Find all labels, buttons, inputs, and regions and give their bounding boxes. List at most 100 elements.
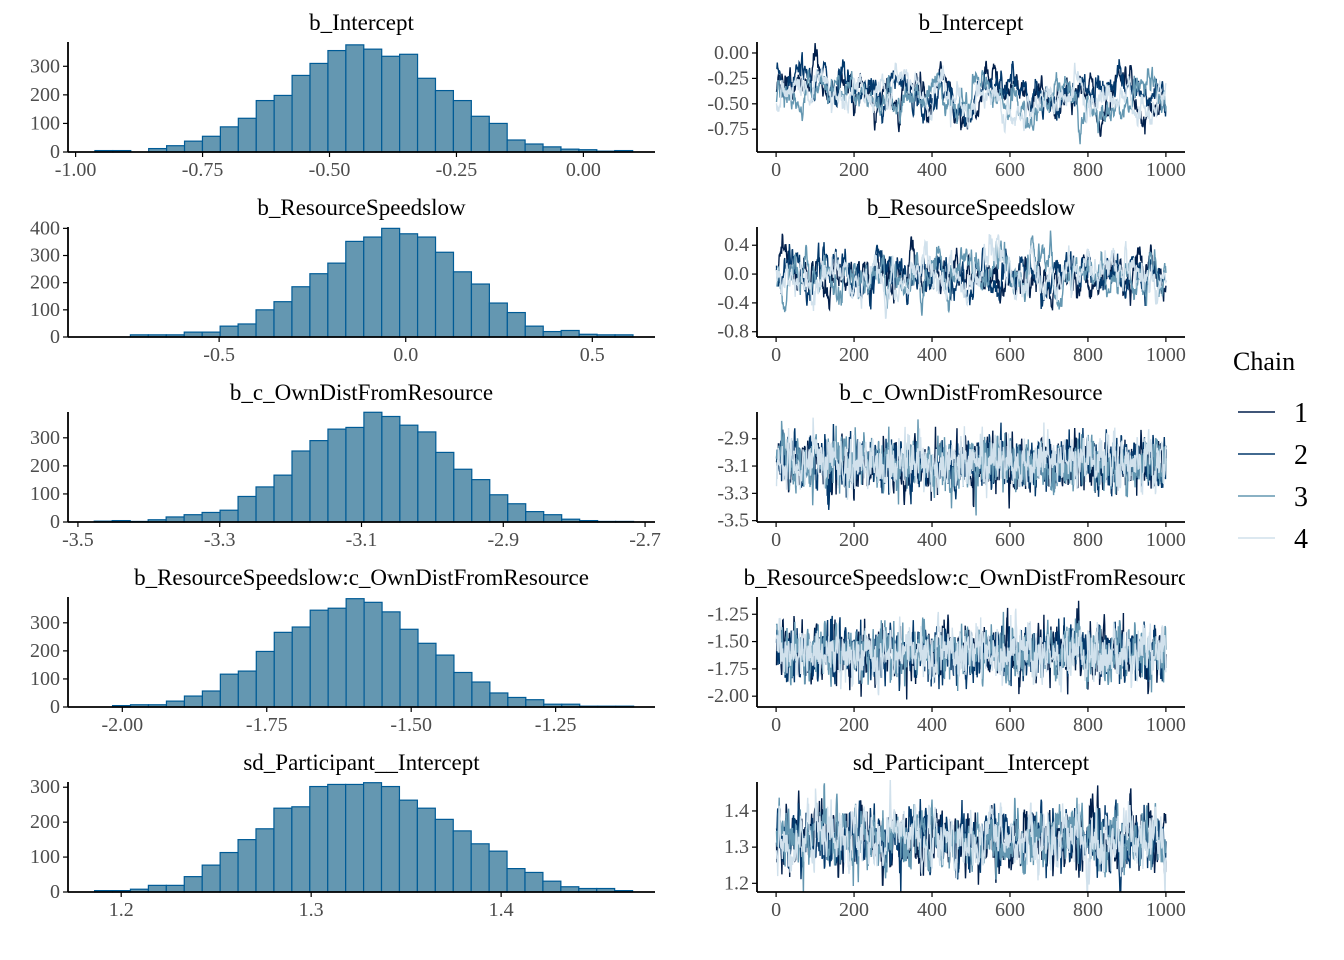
- y-tick-label: 0.00: [714, 42, 749, 64]
- x-tick-label: 1.3: [299, 899, 324, 921]
- legend-label: 1: [1294, 398, 1308, 429]
- x-tick-label: 1000: [1146, 159, 1186, 181]
- histogram-bar: [434, 818, 454, 893]
- x-tick-label: 400: [917, 529, 947, 551]
- y-tick-label: -3.3: [717, 482, 749, 504]
- y-tick-label: 300: [30, 612, 60, 634]
- histogram-bar: [201, 690, 221, 708]
- histogram-bar: [525, 699, 545, 708]
- x-tick-label: 0: [771, 159, 781, 181]
- histogram-bar: [416, 807, 436, 893]
- x-tick-label: 0: [771, 529, 781, 551]
- x-tick-label: 1.2: [109, 899, 134, 921]
- histogram-bar: [183, 876, 203, 893]
- histogram-bar: [435, 451, 455, 523]
- histogram-bar: [219, 673, 239, 708]
- y-tick-label: 0.4: [724, 234, 749, 256]
- trace-panel: b_Intercept 0 200 400 600 800 1000 0.00 -0.25 -0.…: [707, 10, 1186, 181]
- x-tick-label: -3.1: [346, 529, 378, 551]
- histogram-bar: [488, 850, 508, 893]
- chain-4-trace-line: [775, 417, 1167, 500]
- legend-item-chain-2: 2: [1238, 440, 1308, 471]
- y-tick-label: 1.2: [724, 872, 749, 894]
- histogram-bar: [219, 126, 239, 153]
- histogram-bar: [147, 884, 167, 893]
- legend-item-chain-1: 1: [1238, 398, 1308, 429]
- panel-title: b_Intercept: [919, 10, 1024, 35]
- histogram-bar: [506, 311, 526, 338]
- y-tick-label: 100: [30, 483, 60, 505]
- x-tick-label: -1.00: [55, 159, 97, 181]
- x-tick-label: 800: [1073, 899, 1103, 921]
- histogram-bar: [506, 868, 526, 893]
- x-tick-label: 400: [917, 159, 947, 181]
- y-tick-label: -0.4: [717, 292, 749, 314]
- histogram-bar: [381, 227, 401, 338]
- x-tick-label: -1.50: [390, 714, 432, 736]
- histogram-bar: [255, 99, 275, 153]
- histogram-bar: [471, 479, 491, 523]
- histogram-bar: [273, 474, 293, 523]
- histogram-bar: [470, 115, 490, 153]
- histogram-bar: [273, 94, 293, 153]
- x-tick-label: -2.9: [487, 529, 519, 551]
- histogram-bar: [309, 785, 329, 893]
- histogram-bar: [524, 325, 544, 338]
- trace-panel: b_ResourceSpeedslow 0 200 400 600 800 1000 0.4 0…: [717, 195, 1186, 366]
- histogram-bar: [398, 799, 418, 893]
- histogram-bar: [291, 806, 311, 893]
- panel-title: b_Intercept: [309, 10, 414, 35]
- histogram-bar: [488, 122, 508, 153]
- x-tick-label: 1000: [1146, 529, 1186, 551]
- x-tick-label: 200: [839, 714, 869, 736]
- panel-title: sd_Participant__Intercept: [853, 750, 1090, 775]
- y-tick-label: 0: [50, 141, 60, 163]
- x-tick-label: 1000: [1146, 714, 1186, 736]
- legend-label: 2: [1294, 440, 1308, 471]
- chain-3-trace-line: [776, 230, 1167, 316]
- y-tick-label: 0: [50, 696, 60, 718]
- histogram-bar: [471, 681, 491, 708]
- x-tick-label: 200: [839, 899, 869, 921]
- x-tick-label: 0.0: [393, 344, 418, 366]
- histogram-bar: [183, 514, 203, 523]
- x-tick-label: 800: [1073, 714, 1103, 736]
- histogram-bar: [255, 309, 275, 338]
- histogram-bar: [201, 864, 221, 893]
- histogram-bar: [524, 143, 544, 153]
- histogram-bar: [219, 851, 239, 893]
- panels: b_Intercept-1.00 -0.75 -0.50 -0.25 0.0001002…: [30, 10, 1186, 921]
- y-tick-label: 1.3: [724, 836, 749, 858]
- y-tick-label: 300: [30, 245, 60, 267]
- y-tick-label: -1.25: [707, 603, 749, 625]
- histogram-panel: b_Intercept -1.00 -0.75 -0.50 -0.25 0.00 0 100 2…: [30, 10, 655, 181]
- x-tick-label: 0: [771, 714, 781, 736]
- histogram-bar: [507, 696, 527, 708]
- y-tick-label: -1.75: [707, 658, 749, 680]
- histogram-bar: [417, 431, 437, 523]
- histogram-bar: [219, 509, 239, 523]
- y-tick-label: 200: [30, 455, 60, 477]
- histogram-bar: [291, 626, 311, 708]
- x-tick-label: 400: [917, 899, 947, 921]
- chain-4-trace-line: [775, 62, 1167, 134]
- x-tick-label: -0.25: [436, 159, 478, 181]
- histogram-bar: [399, 53, 419, 153]
- y-tick-label: 100: [30, 299, 60, 321]
- y-tick-label: -0.50: [707, 93, 749, 115]
- histogram-bar: [507, 503, 527, 523]
- histogram-bar: [327, 262, 347, 338]
- x-tick-label: -1.75: [246, 714, 288, 736]
- histogram-bar: [327, 428, 347, 523]
- y-tick-label: -0.8: [717, 321, 749, 343]
- histogram-bar: [470, 843, 490, 893]
- histogram-bar: [237, 839, 257, 893]
- histogram-bar: [291, 286, 311, 338]
- histogram-bar: [381, 415, 401, 523]
- x-tick-label: 800: [1073, 344, 1103, 366]
- histogram-bar: [416, 236, 437, 338]
- legend-title: Chain: [1233, 347, 1295, 376]
- histogram-bar: [506, 139, 526, 153]
- histogram-panel: sd_Participant__Intercept 1.2 1.3 1.4 0 100 20…: [30, 750, 655, 921]
- chain-legend: Chain 1 2 3 4: [1233, 347, 1308, 555]
